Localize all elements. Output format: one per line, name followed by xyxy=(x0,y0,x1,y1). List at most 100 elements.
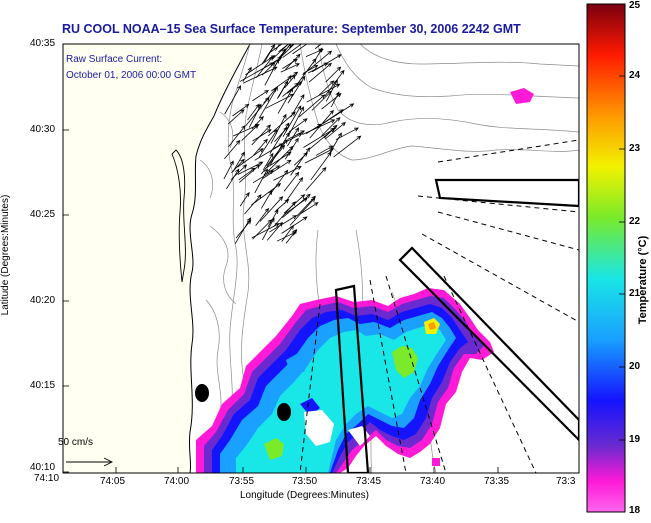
current-vector-arrow xyxy=(226,168,240,190)
current-vector-arrow xyxy=(248,103,262,128)
x-tick-5: 73:45 xyxy=(356,476,382,487)
current-vector-arrow xyxy=(259,196,284,222)
current-vector-arrow xyxy=(239,164,261,183)
current-vector-arrow xyxy=(260,189,273,209)
surface-current-vectors xyxy=(223,44,362,245)
current-vector-arrow xyxy=(252,129,272,142)
current-vector-arrow xyxy=(228,125,246,148)
current-vector-arrow xyxy=(284,74,296,89)
current-vector-arrow xyxy=(264,57,283,68)
current-vector-arrow xyxy=(271,71,299,92)
current-vector-arrow xyxy=(321,116,341,137)
current-vector-arrow xyxy=(254,168,268,194)
current-vector-arrow xyxy=(253,138,268,156)
current-vector-arrow xyxy=(292,44,308,55)
scale-label: 50 cm/s xyxy=(58,437,94,448)
axis-tick-marks xyxy=(62,43,499,473)
current-vector-arrow xyxy=(283,177,304,205)
current-vector-arrow xyxy=(308,62,332,83)
current-vector-arrow xyxy=(279,44,295,59)
current-vector-arrow xyxy=(287,106,304,137)
current-vector-arrow xyxy=(263,87,277,104)
current-vector-arrow xyxy=(324,121,346,140)
current-vector-arrow xyxy=(237,148,264,168)
current-vector-arrow xyxy=(311,90,333,111)
current-vector-arrow xyxy=(264,44,276,63)
current-vector-arrow xyxy=(262,152,274,171)
current-vector-arrow xyxy=(256,55,274,78)
current-vector-arrow xyxy=(282,44,303,58)
current-vector-arrow xyxy=(283,171,300,192)
colorbar-tick-18: 18 xyxy=(629,505,641,516)
current-vector-arrow xyxy=(271,44,292,60)
transect-boxes xyxy=(334,178,579,473)
x-tick-4: 73:50 xyxy=(292,476,318,487)
current-vector-arrow xyxy=(267,209,279,228)
current-vector-arrow xyxy=(309,127,336,150)
colorbar-tick-23: 23 xyxy=(629,143,641,154)
current-vector-arrow xyxy=(302,119,336,135)
current-vector-arrow xyxy=(335,127,359,141)
current-vector-arrow xyxy=(268,44,283,54)
current-vector-arrow xyxy=(324,69,345,97)
current-vector-arrow xyxy=(282,105,302,137)
current-vector-arrow xyxy=(274,126,288,143)
colorbar-tick-24: 24 xyxy=(629,70,641,81)
current-vector-arrow xyxy=(265,93,295,109)
colorbar-tick-25: 25 xyxy=(629,0,641,11)
current-label-line2: October 01, 2006 00:00 GMT xyxy=(66,70,197,81)
current-vector-arrow xyxy=(298,94,326,118)
current-vector-arrow xyxy=(267,111,296,137)
current-vector-arrow xyxy=(302,50,333,76)
current-vector-arrow xyxy=(305,48,324,58)
current-vector-arrow xyxy=(254,143,284,161)
colorbar-tick-20: 20 xyxy=(629,361,641,372)
current-vector-arrow xyxy=(284,137,299,160)
x-tick-0: 74:10 xyxy=(34,473,60,484)
current-vector-arrow xyxy=(280,63,300,73)
colorbar xyxy=(586,3,626,513)
current-vector-arrow xyxy=(255,207,270,226)
y-tick-5: 40:10 xyxy=(30,462,56,473)
current-vector-arrow xyxy=(250,183,282,206)
current-vector-arrow xyxy=(237,161,264,175)
current-vector-arrow xyxy=(285,229,298,244)
colorbar-tick-22: 22 xyxy=(629,216,641,227)
current-vector-arrow xyxy=(251,116,264,130)
current-vector-arrow xyxy=(269,215,298,233)
current-vector-arrow xyxy=(270,113,287,144)
current-vector-arrow xyxy=(252,170,274,184)
current-vector-arrow xyxy=(252,89,269,102)
y-tick-2: 40:25 xyxy=(30,209,56,220)
land-area xyxy=(63,44,250,473)
current-vector-arrow xyxy=(316,109,345,128)
current-vector-arrow xyxy=(305,167,327,191)
current-vector-arrow xyxy=(311,54,342,73)
current-vector-arrow xyxy=(269,169,289,195)
current-vector-arrow xyxy=(265,151,292,169)
current-vector-arrow xyxy=(283,197,308,216)
current-vector-arrow xyxy=(262,159,292,179)
x-tick-3: 73:55 xyxy=(229,476,255,487)
y-tick-4: 40:15 xyxy=(30,380,56,391)
current-vector-arrow xyxy=(232,151,245,173)
current-vector-arrow xyxy=(315,145,334,156)
current-vector-arrow xyxy=(275,198,290,212)
x-tick-2: 74:00 xyxy=(164,476,190,487)
y-axis-label: Latitude (Degrees:Minutes) xyxy=(0,195,11,316)
current-vector-arrow xyxy=(318,80,335,97)
scale-arrow xyxy=(66,457,114,467)
current-vector-arrow xyxy=(329,132,342,154)
current-vector-arrow xyxy=(239,191,250,207)
current-vector-arrow xyxy=(283,194,306,214)
current-vector-arrow xyxy=(281,216,308,234)
current-vector-arrow xyxy=(314,44,322,50)
current-vector-arrow xyxy=(325,66,342,83)
current-vector-arrow xyxy=(277,87,294,114)
current-vector-arrow xyxy=(333,135,362,158)
current-vector-arrow xyxy=(251,124,271,146)
current-vector-arrow xyxy=(300,202,319,215)
current-label-line1: Raw Surface Current: xyxy=(66,54,163,65)
station-marker-east xyxy=(277,403,291,421)
